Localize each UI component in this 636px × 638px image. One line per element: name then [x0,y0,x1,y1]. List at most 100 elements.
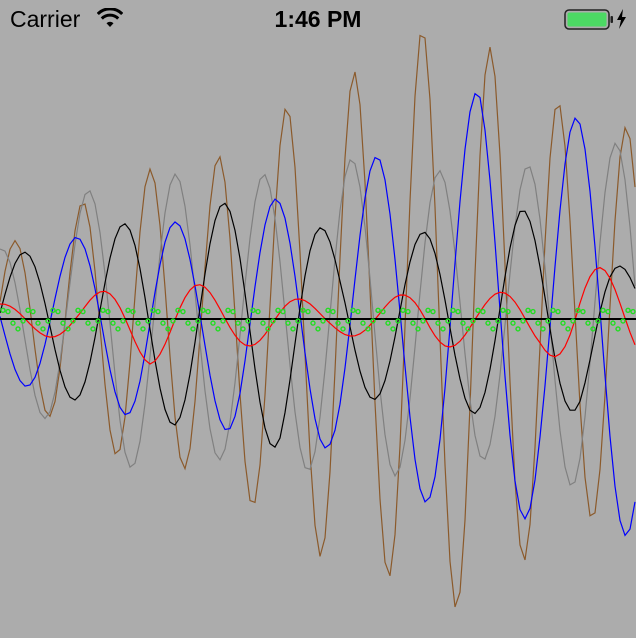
marker-point [355,308,361,315]
series-line-2 [0,92,636,537]
marker-point [65,326,71,332]
marker-point [35,320,41,326]
status-bar: Carrier 1:46 PM [0,0,636,40]
marker-point [345,318,351,324]
marker-point [95,318,101,324]
marker-point [240,326,246,332]
marker-point [565,326,571,332]
marker-point [220,318,226,324]
marker-point [190,326,196,332]
marker-point [210,320,216,326]
marker-point [600,307,606,313]
marker-point [305,308,311,315]
marker-point [275,307,281,313]
marker-point [55,308,61,315]
marker-point [460,320,466,326]
marker-point [335,320,341,326]
marker-point [15,326,21,332]
marker-point [585,320,591,326]
marker-point [225,307,231,313]
marker-point [415,326,421,332]
marker-point [475,307,481,313]
marker-point [350,307,356,313]
marker-point [405,308,411,315]
marker-point [550,307,556,313]
marker-point [620,318,626,324]
marker-point [400,307,406,313]
marker-point [175,307,181,313]
marker-point [110,320,116,326]
marker-point [60,320,66,326]
marker-point [575,307,581,313]
marker-point [540,326,546,332]
marker-point [245,318,251,324]
marker-point [50,307,56,313]
series-line-0 [0,34,636,608]
marker-point [150,307,156,313]
clock-time: 1:46 PM [274,6,362,32]
marker-point [145,318,151,324]
marker-point [250,307,256,313]
marker-point [320,318,326,324]
marker-point [440,326,446,332]
marker-point [25,307,31,313]
marker-point [330,308,336,315]
marker-point [170,318,176,324]
marker-point [380,308,386,315]
marker-point [45,318,51,324]
marker-point [135,320,141,326]
marker-point [625,307,631,313]
marker-point [20,318,26,324]
marker-point [500,307,506,313]
marker-point [165,326,171,332]
carrier-label: Carrier [10,6,81,32]
series-line-1 [0,141,636,486]
marker-point [325,307,331,313]
marker-point [195,318,201,324]
marker-point [410,320,416,326]
marker-point [485,320,491,326]
wifi-icon [97,8,123,27]
marker-point [580,308,586,315]
marker-point [100,307,106,313]
marker-point [85,320,91,326]
marker-point [630,308,636,315]
marker-point [290,326,296,332]
marker-point [420,318,426,324]
marker-point [235,320,241,326]
marker-point [90,326,96,332]
marker-point [40,326,46,332]
marker-point [80,308,86,315]
marker-point [285,320,291,326]
marker-point [515,326,521,332]
marker-point [265,326,271,332]
marker-point [160,320,166,326]
marker-point [610,320,616,326]
marker-point [520,318,526,324]
marker-point [365,326,371,332]
marker-point [315,326,321,332]
marker-point [0,307,6,313]
marker-point [445,318,451,324]
marker-point [375,307,381,313]
marker-point [395,318,401,324]
marker-point [390,326,396,332]
marker-point [450,307,456,313]
marker-point [270,318,276,324]
marker-point [470,318,476,324]
marker-point [120,318,126,324]
marker-point [200,307,206,313]
marker-point [385,320,391,326]
marker-point [130,308,136,315]
marker-point [115,326,121,332]
marker-point [205,308,211,315]
marker-point [255,308,261,315]
marker-point [495,318,501,324]
marker-point [430,308,436,315]
marker-point [595,318,601,324]
marker-point [425,307,431,313]
marker-point [615,326,621,332]
marker-point [510,320,516,326]
marker-point [185,320,191,326]
